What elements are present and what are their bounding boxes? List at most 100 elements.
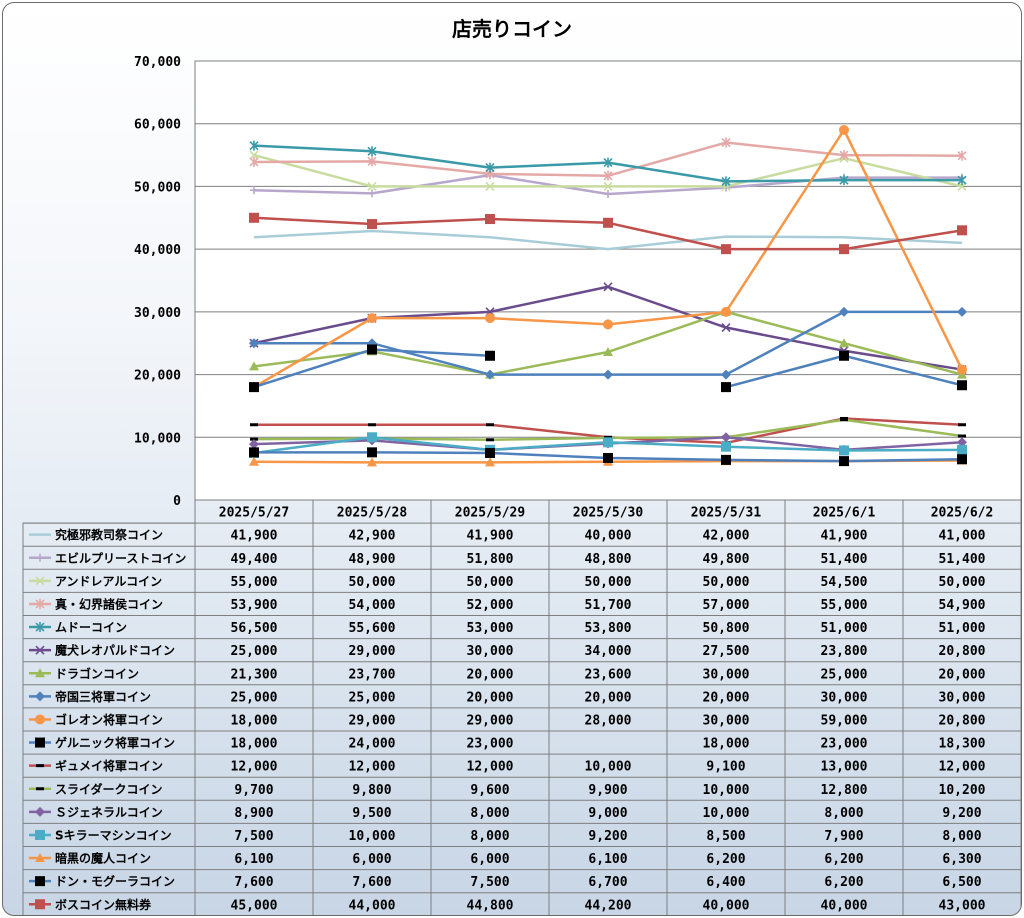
data-point: [249, 447, 259, 458]
data-label: 9,000: [588, 806, 627, 821]
data-point: [367, 344, 377, 355]
data-label: 9,900: [588, 783, 627, 798]
data-point: [839, 456, 849, 467]
data-label: 53,000: [467, 621, 514, 636]
data-point: [249, 150, 259, 160]
data-point: [35, 668, 45, 678]
data-point: [36, 787, 44, 791]
data-point: [486, 423, 494, 427]
data-point: [957, 437, 967, 448]
data-label: 8,500: [706, 829, 745, 844]
data-point: [839, 445, 849, 456]
series-name: Ｓジェネラルコイン: [55, 805, 163, 819]
table-row: 暗黒の魔人コイン 6,100 6,000 6,000 6,100 6,200 6,200 6,…: [29, 851, 982, 867]
data-point: [839, 244, 849, 255]
data-label: 50,800: [703, 621, 750, 636]
data-label: 45,000: [231, 898, 278, 913]
data-point: [603, 319, 613, 330]
data-label: 21,300: [231, 667, 278, 682]
data-label: 8,900: [234, 806, 273, 821]
series-name: エビルプリーストコイン: [55, 550, 186, 565]
data-point: [604, 189, 612, 198]
data-label: 23,700: [349, 667, 396, 682]
table-row: ムドーコイン 56,500 55,600 53,000 53,800 50,800 51,0…: [29, 621, 986, 636]
data-point: [36, 553, 44, 562]
data-point: [603, 157, 613, 168]
table-row: 真・幻界諸侯コイン 53,900 54,000 52,000 51,700 57,000 5…: [29, 596, 986, 613]
data-point: [35, 876, 45, 887]
series-line: [253, 229, 963, 251]
y-tick-label: 50,000: [134, 180, 181, 195]
data-label: 6,200: [824, 852, 863, 867]
data-label: 25,000: [231, 690, 278, 705]
y-tick-label: 70,000: [134, 55, 181, 70]
series-10: [249, 344, 967, 393]
table-row: 魔犬レオパルドコイン 25,000 29,000 30,000 34,000 27,500…: [29, 643, 986, 659]
table-row: 究極邪教司祭コイン 41,900 42,900 41,900 40,000 42,000 4…: [29, 527, 986, 544]
data-label: 9,500: [352, 806, 391, 821]
data-label: 49,800: [703, 552, 750, 567]
data-label: 20,000: [939, 667, 986, 682]
data-point: [249, 212, 259, 223]
series-name: ムドーコイン: [55, 621, 127, 635]
series-name: 真・幻界諸侯コイン: [55, 596, 163, 611]
data-point: [958, 434, 966, 438]
data-point: [35, 622, 45, 633]
data-point: [249, 439, 259, 450]
data-label: 51,800: [467, 552, 514, 567]
data-label: 6,300: [942, 852, 981, 867]
data-label: 7,900: [824, 829, 863, 844]
table-row: ギュメイ将軍コイン 12,000 12,000 12,000 10,000 9,100 13…: [29, 758, 986, 775]
series-name: 究極邪教司祭コイン: [55, 527, 163, 542]
data-label: 55,000: [821, 598, 868, 613]
data-label: 24,000: [349, 737, 396, 752]
table-row: エビルプリーストコイン 49,400 48,900 51,800 48,800 49,80…: [29, 550, 986, 567]
x-category-label: 2025/5/29: [455, 506, 525, 521]
series-4: [249, 137, 967, 181]
data-label: 34,000: [585, 644, 632, 659]
table-row: スライダークコイン 9,700 9,800 9,600 9,900 10,000 12,80…: [29, 781, 986, 798]
series-name: ボスコイン無料券: [55, 897, 152, 912]
data-point: [367, 181, 377, 191]
data-label: 44,200: [585, 898, 632, 913]
data-point: [367, 146, 377, 157]
data-point: [249, 140, 259, 151]
data-point: [721, 369, 731, 380]
data-label: 29,000: [467, 713, 514, 728]
data-label: 9,600: [470, 783, 509, 798]
data-label: 6,500: [942, 875, 981, 890]
data-point: [603, 437, 613, 448]
data-label: 41,900: [231, 529, 278, 544]
data-point: [603, 282, 613, 292]
x-category-label: 2025/5/28: [337, 506, 408, 521]
data-point: [957, 380, 967, 391]
data-label: 23,000: [467, 737, 514, 752]
data-label: 10,200: [939, 783, 986, 798]
data-label: 30,000: [939, 690, 986, 705]
data-label: 51,000: [939, 621, 986, 636]
data-point: [839, 175, 849, 186]
data-label: 48,900: [349, 552, 396, 567]
data-point: [721, 382, 731, 393]
table-row: ドラゴンコイン 21,300 23,700 20,000 23,600 30,000 25,…: [29, 666, 986, 682]
data-label: 10,000: [703, 783, 750, 798]
data-label: 18,000: [703, 737, 750, 752]
data-point: [957, 175, 967, 186]
data-label: 12,000: [467, 760, 514, 775]
data-point: [35, 576, 45, 586]
data-point: [249, 456, 259, 466]
data-point: [957, 444, 967, 455]
data-point: [603, 181, 613, 191]
series-name: ドン・モグーラコイン: [55, 874, 175, 889]
data-label: 20,000: [585, 690, 632, 705]
table-row: 帝国三将軍コイン 25,000 25,000 20,000 20,000 20,000 30…: [29, 689, 986, 705]
data-point: [721, 432, 731, 443]
data-label: 30,000: [703, 713, 750, 728]
data-label: 42,900: [349, 529, 396, 544]
data-label: 41,900: [821, 529, 868, 544]
data-label: 18,300: [939, 737, 986, 752]
series-1: [253, 229, 963, 251]
data-point: [35, 598, 45, 609]
series-name: Sキラーマシンコイン: [55, 828, 172, 842]
